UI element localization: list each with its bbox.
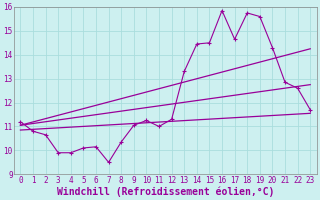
X-axis label: Windchill (Refroidissement éolien,°C): Windchill (Refroidissement éolien,°C) [57,186,274,197]
